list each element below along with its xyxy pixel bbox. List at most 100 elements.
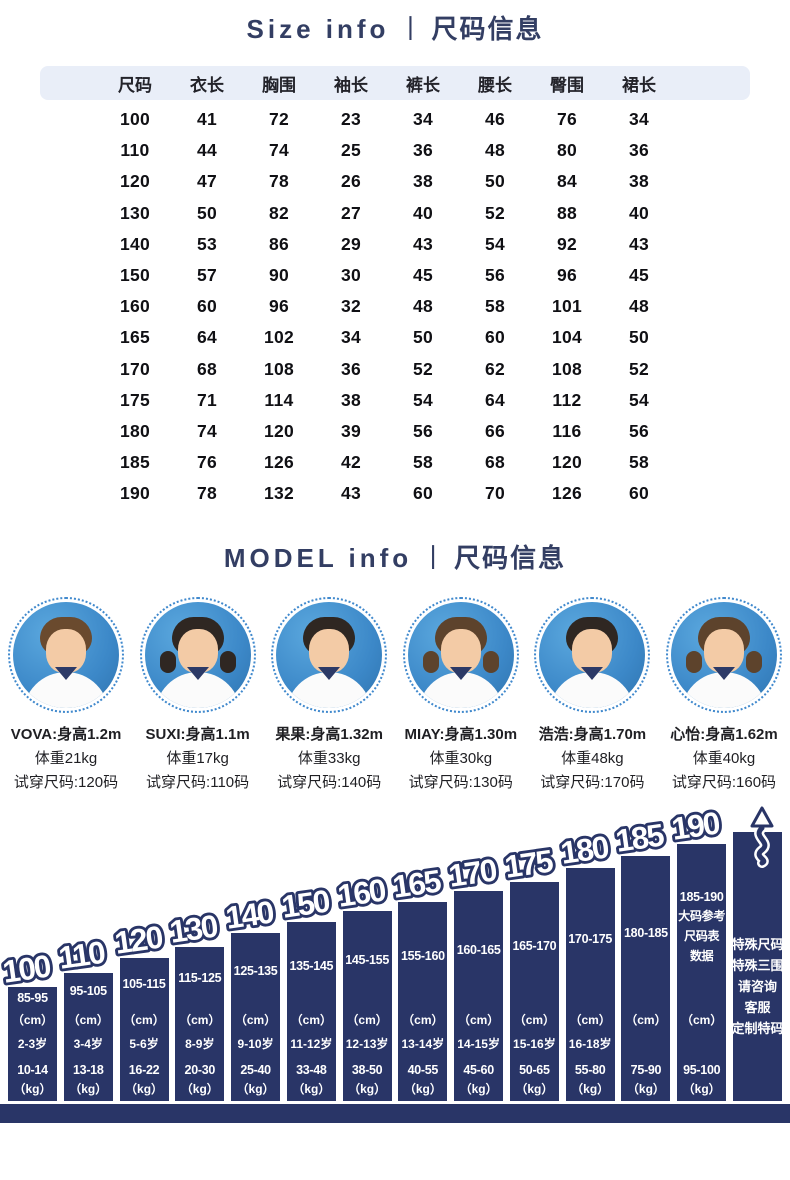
svg-text:165: 165 — [391, 863, 444, 905]
bar-height-range: 125-135 — [231, 933, 280, 1009]
bar-size-label: 185 — [611, 814, 669, 862]
avatar-collar-icon — [449, 667, 472, 681]
model-name-height: 果果:身高1.32m — [275, 726, 383, 744]
table-cell: 68 — [196, 358, 218, 379]
special-size-bar: 特殊尺码 特殊三围 请咨询 客服 定制特码 — [731, 806, 784, 1102]
table-cell: 84 — [556, 171, 578, 192]
model-name-height: SUXI:身高1.1m — [145, 726, 250, 744]
model-caption: 浩浩:身高1.70m 体重48kg 试穿尺码:170码 — [532, 723, 652, 795]
bar-size-label: 120 — [109, 916, 167, 964]
bar-height-range: 170-175 — [566, 868, 615, 1009]
bar-weight-range: 40-55 — [407, 1063, 439, 1078]
bar-info-block: （cm） 14-15岁 45-60 （kg） — [454, 1009, 503, 1101]
table-cell: 53 — [196, 233, 218, 254]
table-cell: 46 — [484, 109, 506, 130]
table-cell: 64 — [196, 327, 218, 348]
table-cell: 116 — [552, 420, 582, 441]
model-card: MIAY:身高1.30m 体重30kg 试穿尺码:130码 — [401, 597, 521, 795]
model-title-zh: 尺码信息 — [454, 543, 567, 574]
table-cell: 43 — [628, 233, 650, 254]
cm-unit-label: （cm） — [179, 1013, 221, 1028]
table-cell: 64 — [484, 389, 506, 410]
size-info-page: { "titles": { "size_en": "Size info", "s… — [0, 12, 790, 1180]
table-cell: 39 — [340, 420, 362, 441]
table-cell: 43 — [412, 233, 434, 254]
model-caption: MIAY:身高1.30m 体重30kg 试穿尺码:130码 — [401, 723, 521, 795]
table-cell: 48 — [484, 140, 506, 161]
model-weight: 体重48kg — [561, 750, 624, 768]
model-title-separator: 丨 — [420, 543, 447, 574]
bar-weight-range: 95-100 — [683, 1063, 721, 1078]
header-cell: 裙长 — [622, 75, 656, 95]
model-info-title: MODEL info 丨尺码信息 — [0, 541, 790, 575]
bar-height-range: 115-125 — [175, 947, 224, 1009]
table-cell: 102 — [263, 327, 295, 348]
model-photo — [276, 602, 383, 709]
size-table: 尺码 衣长 胸围 袖长 裤长 腰长 臀围 裙长 100 41 72 23 34 46 76 34 110 44 7… — [40, 66, 750, 509]
table-cell: 170 — [119, 358, 151, 379]
bar-height-range: 185-190 大码参考 尺码表 数据 — [677, 844, 726, 1009]
header-cell: 腰长 — [478, 75, 512, 95]
svg-text:170: 170 — [446, 852, 499, 894]
table-cell: 120 — [119, 171, 151, 192]
table-cell: 23 — [340, 109, 362, 130]
table-cell: 60 — [196, 296, 218, 317]
bar-weight-range: 33-48 — [296, 1063, 327, 1078]
bar-height-range: 160-165 — [454, 891, 503, 1009]
table-cell: 36 — [628, 140, 650, 161]
bar-info-block: （cm） 11-12岁 33-48 （kg） — [287, 1009, 336, 1101]
table-cell: 70 — [484, 483, 506, 504]
bar-info-block: （cm） 15-16岁 50-65 （kg） — [510, 1009, 559, 1101]
cm-unit-label: （cm） — [625, 1013, 667, 1028]
special-size-line: 特殊三围 — [731, 957, 784, 973]
model-name-height: MIAY:身高1.30m — [404, 726, 518, 744]
bars-row: 100 85-95 （cm） 2-3岁 10-14 （kg） 110 95-105 （cm） 3-… — [0, 802, 784, 1102]
model-photo — [670, 602, 777, 709]
chart-baseline — [0, 1104, 790, 1124]
bar-height-range: 135-145 — [287, 922, 336, 1009]
svg-text:100: 100 — [0, 948, 53, 990]
bar-age-range: 8-9岁 — [185, 1037, 215, 1052]
height-range-value: 145-155 — [345, 953, 389, 968]
model-card: 心怡:身高1.62m 体重40kg 试穿尺码:160码 — [664, 597, 784, 795]
table-cell: 54 — [628, 389, 650, 410]
table-cell: 38 — [628, 171, 650, 192]
model-card: 浩浩:身高1.70m 体重48kg 试穿尺码:170码 — [532, 597, 652, 795]
kg-unit-label: （kg） — [626, 1082, 665, 1097]
model-photo-frame — [402, 597, 519, 714]
table-cell: 72 — [268, 109, 290, 130]
kg-unit-label: （kg） — [292, 1082, 331, 1097]
table-cell: 66 — [484, 420, 506, 441]
table-cell: 48 — [412, 296, 434, 317]
svg-text:120: 120 — [112, 919, 165, 961]
table-cell: 48 — [628, 296, 650, 317]
table-cell: 76 — [196, 452, 218, 473]
table-cell: 180 — [119, 420, 151, 441]
kg-unit-label: （kg） — [403, 1082, 442, 1097]
table-cell: 57 — [196, 265, 218, 286]
table-cell: 78 — [268, 171, 290, 192]
table-cell: 100 — [119, 109, 151, 130]
table-cell: 34 — [340, 327, 362, 348]
table-cell: 92 — [556, 233, 578, 254]
table-cell: 108 — [551, 358, 583, 379]
model-photo-frame — [271, 597, 388, 714]
table-cell: 74 — [196, 420, 218, 441]
table-cell: 56 — [484, 265, 506, 286]
bar-age-range: 11-12岁 — [290, 1037, 333, 1052]
model-fit-size: 试穿尺码:170码 — [540, 774, 645, 792]
svg-text:175: 175 — [502, 843, 555, 885]
table-row: 120 47 78 26 38 50 84 38 — [40, 166, 750, 197]
bar-weight-range: 25-40 — [240, 1063, 271, 1078]
table-cell: 96 — [268, 296, 290, 317]
size-bar: 160 145-155 （cm） 12-13岁 38-50 （kg） — [332, 869, 392, 1102]
table-cell: 185 — [119, 452, 151, 473]
model-fit-size: 试穿尺码:130码 — [408, 774, 513, 792]
header-cell: 臀围 — [550, 75, 584, 95]
kg-unit-label: （kg） — [69, 1082, 108, 1097]
header-cell: 袖长 — [334, 75, 368, 95]
table-cell: 27 — [340, 202, 362, 223]
bar-height-range: 155-160 — [398, 902, 447, 1009]
table-cell: 58 — [412, 452, 434, 473]
table-row: 180 74 120 39 56 66 116 56 — [40, 416, 750, 447]
